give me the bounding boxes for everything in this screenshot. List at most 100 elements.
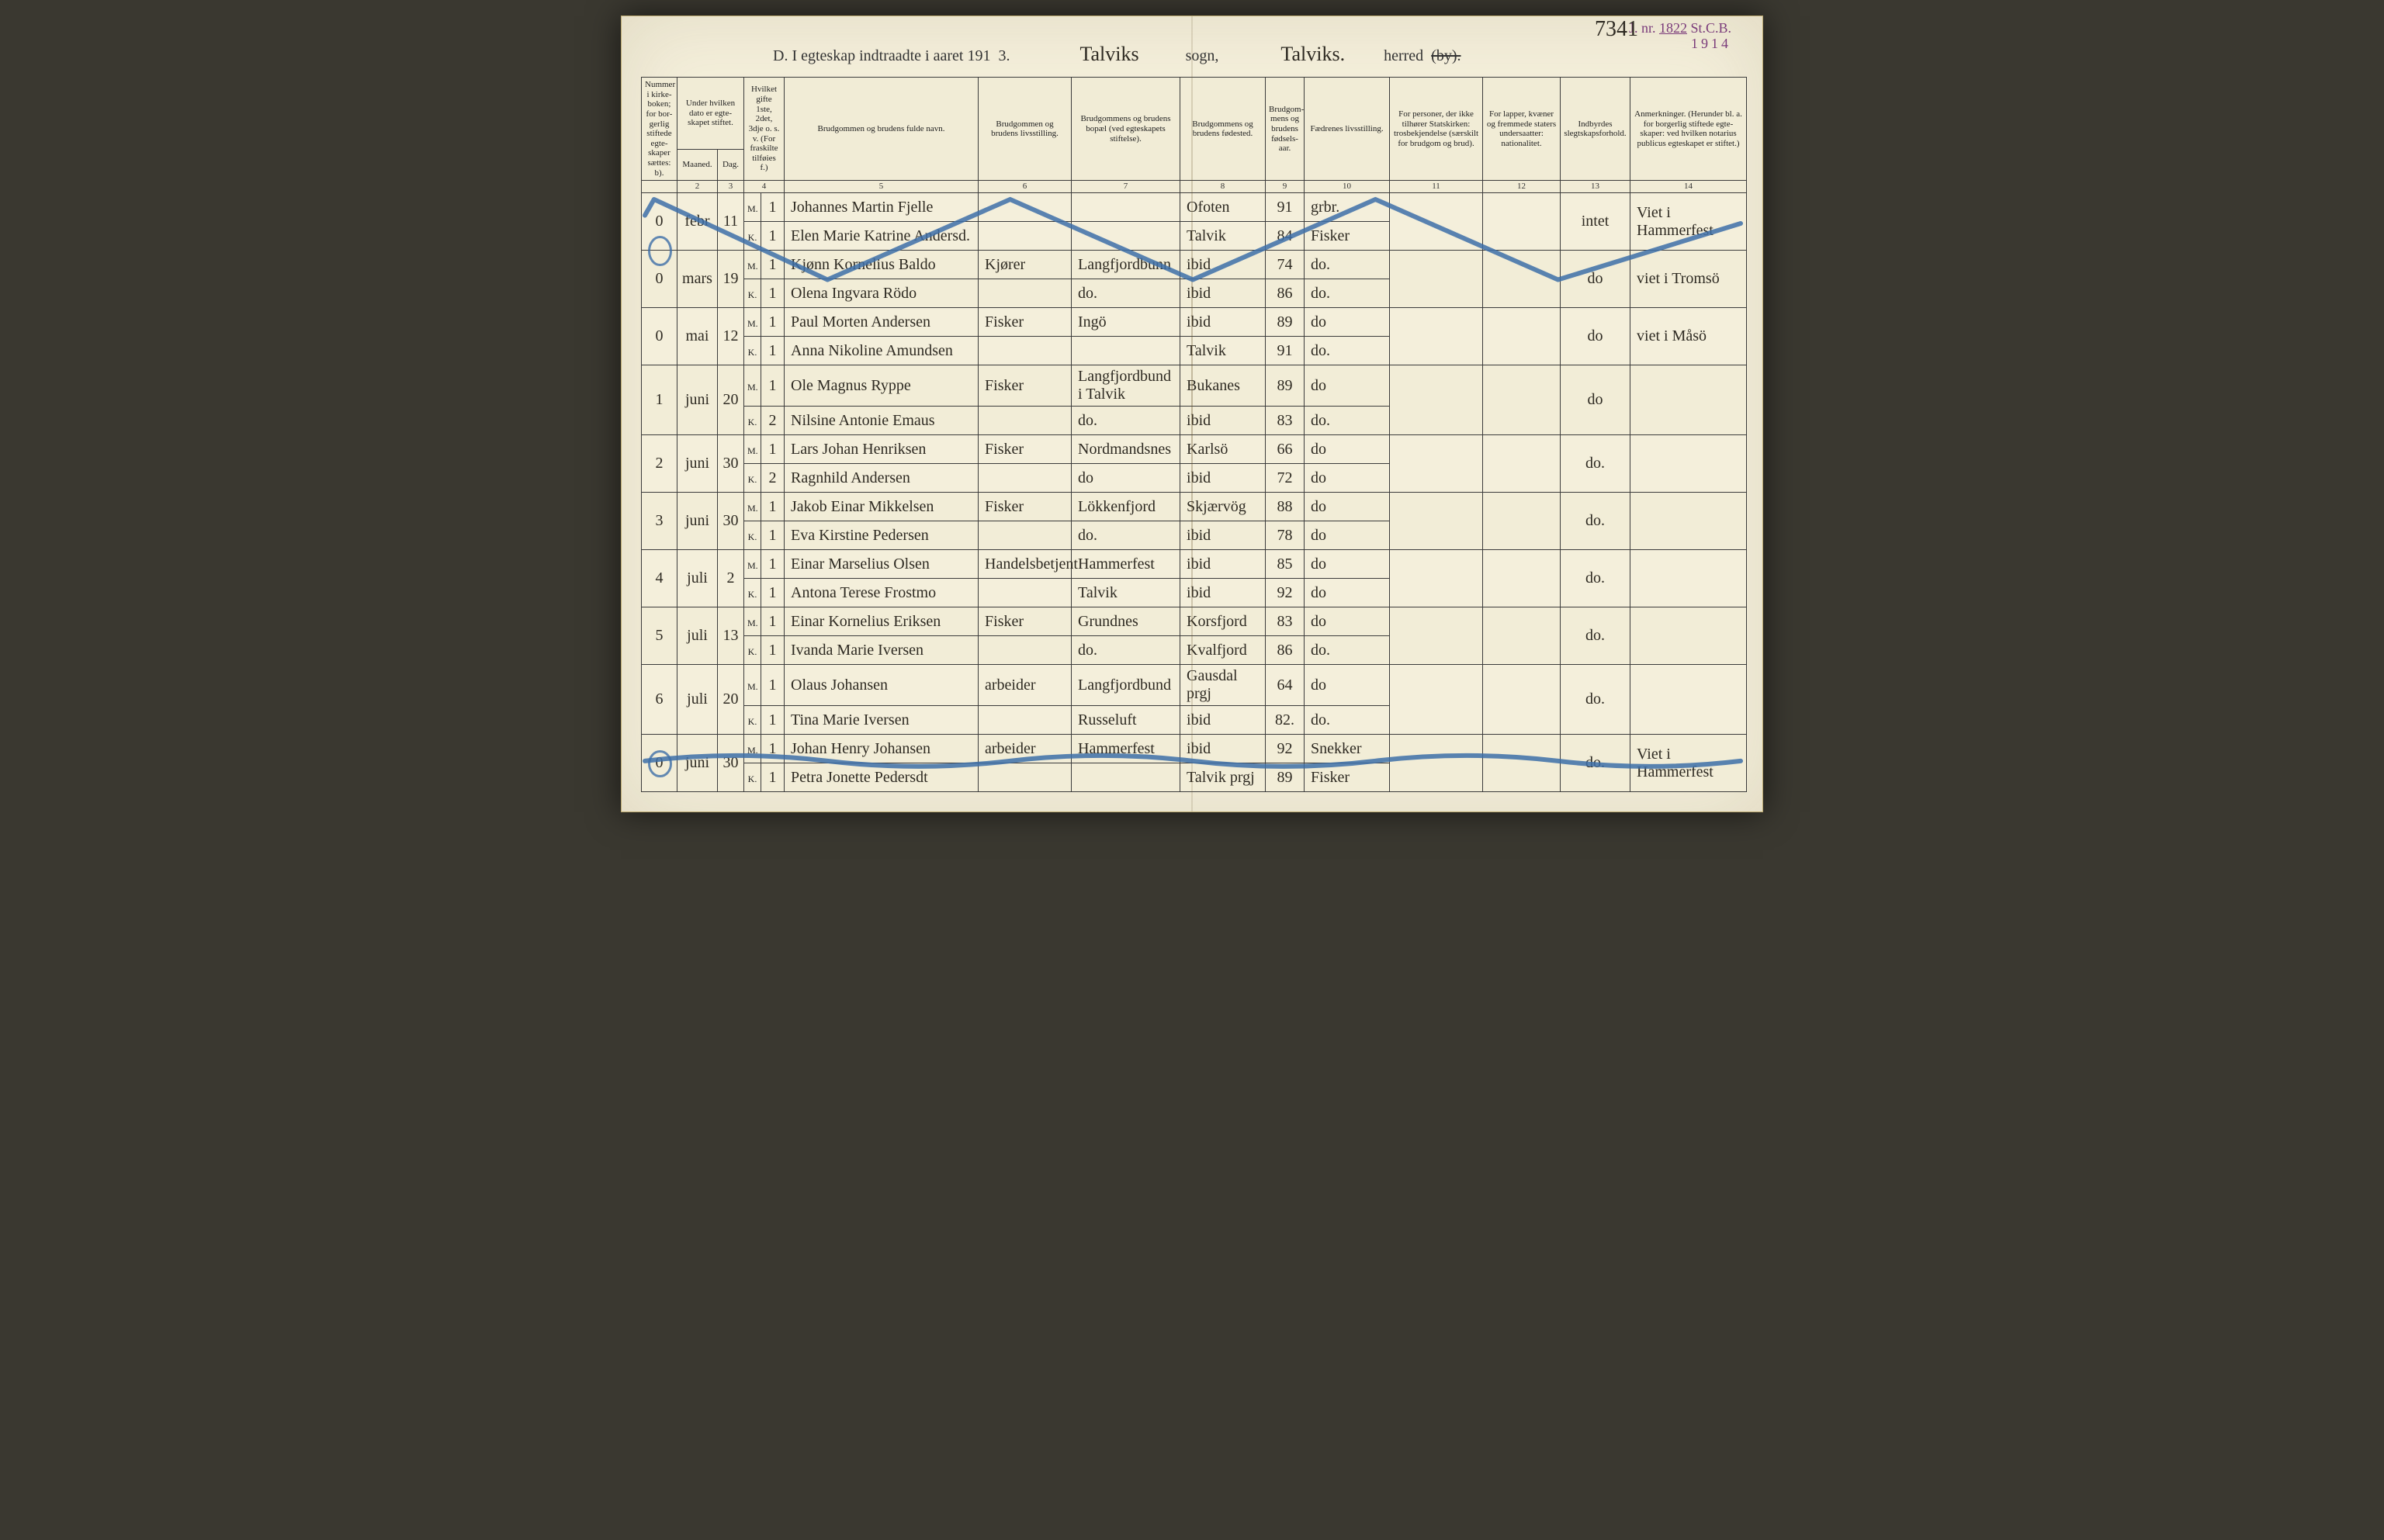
cell-gifte: 1 <box>761 735 785 763</box>
cell-mk: K. <box>744 464 761 493</box>
cell-name: Ole Magnus Ryppe <box>785 365 979 407</box>
table-header: Nummer i kirke­boken; for bor­gerlig sti… <box>642 78 1747 193</box>
cell-day: 20 <box>718 665 744 735</box>
cell-remarks <box>1630 665 1747 735</box>
title-prefix: D. I egteskap indtraadte i aaret 191 <box>773 47 990 65</box>
cell-father-occupation: do. <box>1305 337 1390 365</box>
sogn-label: sogn, <box>1186 47 1219 65</box>
cell-father-occupation: do <box>1305 464 1390 493</box>
cell-gifte: 1 <box>761 706 785 735</box>
cell-residence: Hammerfest <box>1072 735 1180 763</box>
col-header-12: For lapper, kvæner og fremmede staters u… <box>1483 78 1561 181</box>
cell-month: juni <box>677 493 718 550</box>
cell-gifte: 1 <box>761 251 785 279</box>
cell-nationality <box>1483 665 1561 735</box>
cell-remarks <box>1630 550 1747 607</box>
colnum: 12 <box>1483 181 1561 193</box>
cell-mk: K. <box>744 222 761 251</box>
cell-mk: K. <box>744 279 761 308</box>
cell-name: Johan Henry Johansen <box>785 735 979 763</box>
cell-name: Ivanda Marie Iversen <box>785 636 979 665</box>
cell-residence: Russeluft <box>1072 706 1180 735</box>
title-year-suffix: 3. <box>998 47 1010 65</box>
cell-mk: K. <box>744 579 761 607</box>
cell-occupation: Kjører <box>979 251 1072 279</box>
cell-residence: do. <box>1072 636 1180 665</box>
cell-nationality <box>1483 308 1561 365</box>
cell-gifte: 1 <box>761 607 785 636</box>
cell-residence: Talvik <box>1072 579 1180 607</box>
cell-birthyear: 78 <box>1266 521 1305 550</box>
cell-mk: K. <box>744 706 761 735</box>
cell-occupation <box>979 407 1072 435</box>
cell-confession <box>1390 365 1483 435</box>
cell-nationality <box>1483 435 1561 493</box>
cell-month: juni <box>677 735 718 792</box>
cell-occupation <box>979 636 1072 665</box>
cell-confession <box>1390 193 1483 251</box>
cell-kinship: do. <box>1561 435 1630 493</box>
cell-month: juni <box>677 365 718 435</box>
jnr-number: 1822 <box>1659 20 1687 36</box>
cell-number: 2 <box>642 435 677 493</box>
cell-confession <box>1390 251 1483 308</box>
colnum: 10 <box>1305 181 1390 193</box>
cell-number: 0 <box>642 251 677 308</box>
cell-nationality <box>1483 493 1561 550</box>
cell-residence: Langfjordbund <box>1072 665 1180 706</box>
cell-father-occupation: do <box>1305 665 1390 706</box>
cell-name: Ragnhild Andersen <box>785 464 979 493</box>
cell-mk: M. <box>744 493 761 521</box>
cell-residence <box>1072 337 1180 365</box>
herred-label: herred <box>1384 47 1423 65</box>
col-header-9: Brudgom­mens og brudens fødsels­aar. <box>1266 78 1305 181</box>
colnum: 4 <box>744 181 785 193</box>
cell-birthyear: 85 <box>1266 550 1305 579</box>
cell-birthyear: 86 <box>1266 636 1305 665</box>
cell-month: juli <box>677 550 718 607</box>
cell-occupation: Fisker <box>979 365 1072 407</box>
cell-occupation <box>979 579 1072 607</box>
cell-confession <box>1390 665 1483 735</box>
col-header-6: Brudgommen og brudens livsstilling. <box>979 78 1072 181</box>
cell-day: 13 <box>718 607 744 665</box>
cell-gifte: 1 <box>761 493 785 521</box>
cell-father-occupation: do. <box>1305 706 1390 735</box>
cell-occupation: arbeider <box>979 735 1072 763</box>
cell-residence: do. <box>1072 407 1180 435</box>
cell-nationality <box>1483 193 1561 251</box>
cell-gifte: 1 <box>761 665 785 706</box>
cell-occupation: Fisker <box>979 607 1072 636</box>
cell-name: Olaus Johansen <box>785 665 979 706</box>
cell-birthplace: Ofoten <box>1180 193 1266 222</box>
cell-occupation <box>979 279 1072 308</box>
cell-gifte: 1 <box>761 636 785 665</box>
cell-father-occupation: grbr. <box>1305 193 1390 222</box>
col-header-5: Brudgommen og brudens fulde navn. <box>785 78 979 181</box>
cell-residence <box>1072 222 1180 251</box>
cell-mk: M. <box>744 251 761 279</box>
cell-mk: M. <box>744 308 761 337</box>
cell-birthplace: ibid <box>1180 735 1266 763</box>
by-struck: (by). <box>1431 47 1461 65</box>
cell-birthplace: ibid <box>1180 407 1266 435</box>
cell-confession <box>1390 435 1483 493</box>
cell-father-occupation: Snekker <box>1305 735 1390 763</box>
cell-father-occupation: do. <box>1305 251 1390 279</box>
ledger-table: Nummer i kirke­boken; for bor­gerlig sti… <box>641 77 1747 792</box>
cell-remarks <box>1630 365 1747 435</box>
cell-occupation: Fisker <box>979 308 1072 337</box>
cell-confession <box>1390 607 1483 665</box>
cell-name: Petra Jonette Pedersdt <box>785 763 979 792</box>
cell-birthyear: 88 <box>1266 493 1305 521</box>
colnum <box>642 181 677 193</box>
cell-nationality <box>1483 251 1561 308</box>
cell-remarks <box>1630 435 1747 493</box>
cell-residence: Grundnes <box>1072 607 1180 636</box>
cell-father-occupation: do <box>1305 493 1390 521</box>
page-title: D. I egteskap indtraadte i aaret 1913. T… <box>641 40 1743 77</box>
cell-nationality <box>1483 607 1561 665</box>
cell-father-occupation: do <box>1305 550 1390 579</box>
cell-birthyear: 66 <box>1266 435 1305 464</box>
colnum: 3 <box>718 181 744 193</box>
